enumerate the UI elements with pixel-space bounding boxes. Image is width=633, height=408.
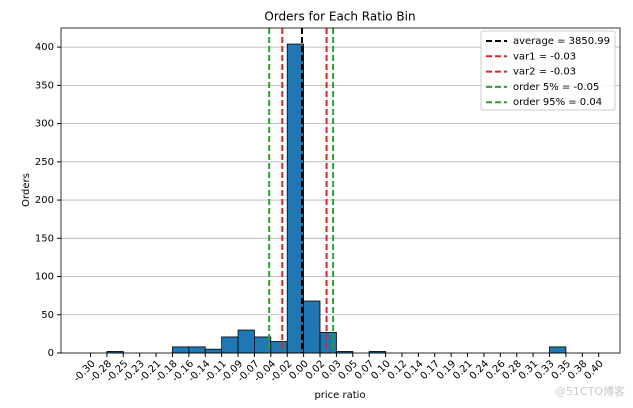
y-tick-label: 200	[35, 195, 54, 206]
legend-label: average = 3850.99	[513, 36, 610, 47]
chart-title: Orders for Each Ratio Bin	[264, 10, 415, 24]
legend-label: order 95% = 0.04	[513, 97, 602, 108]
bar	[221, 336, 239, 354]
y-tick-label: 50	[41, 310, 54, 321]
bar	[172, 346, 190, 354]
bar	[286, 43, 305, 354]
bar	[188, 346, 206, 354]
legend-label: var2 = -0.03	[513, 67, 576, 78]
watermark: @51CTO博客	[555, 384, 625, 398]
y-tick-label: 100	[35, 272, 54, 283]
bar	[204, 348, 223, 354]
legend-label: var1 = -0.03	[513, 51, 576, 62]
legend-box	[480, 30, 616, 111]
y-tick-label: 150	[35, 233, 54, 244]
bar	[270, 341, 288, 354]
y-tick-label: 250	[35, 157, 54, 168]
x-tick-label: 0.40	[582, 358, 606, 382]
y-tick-label: 400	[35, 42, 54, 53]
y-axis-label: Orders	[21, 173, 32, 207]
bar	[303, 300, 321, 354]
legend-label: order 5% = -0.05	[513, 82, 599, 93]
x-axis-label: price ratio	[314, 390, 365, 401]
y-tick-label: 300	[35, 119, 54, 130]
bar	[549, 346, 567, 354]
y-tick-label: 0	[48, 348, 54, 359]
bar	[237, 329, 255, 354]
plot-frame	[60, 27, 621, 354]
y-tick-label: 350	[35, 80, 54, 91]
